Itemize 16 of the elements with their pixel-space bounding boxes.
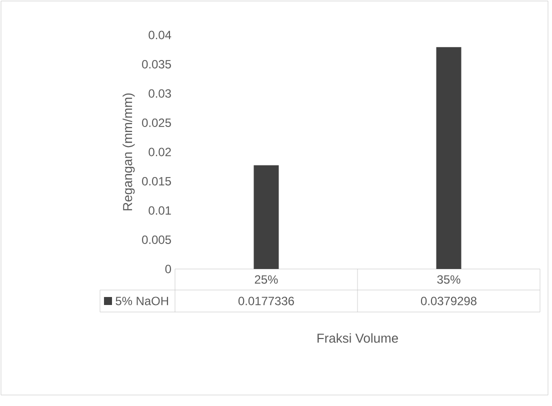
- y-tick-label: 0: [165, 264, 172, 274]
- y-tick-label: 0.04: [148, 30, 172, 40]
- legend-label: 5% NaOH: [116, 296, 168, 306]
- y-tick-label: 0.02: [148, 148, 171, 156]
- y-tick-label: 0.03: [148, 89, 171, 98]
- data-label: 0.0177336: [238, 296, 294, 306]
- x-axis-title: Fraksi Volume: [318, 333, 398, 343]
- y-tick-label: 0.025: [142, 118, 171, 127]
- y-tick-label: 0.005: [142, 236, 171, 244]
- x-tick-label: 25%: [254, 275, 278, 284]
- y-axis-title: Regangan (mm/mm): [122, 93, 135, 210]
- y-tick-label: 0.015: [142, 177, 171, 186]
- data-label: 0.0379298: [420, 296, 476, 306]
- y-tick-label: 0.01: [148, 206, 171, 215]
- y-tick-label: 0.035: [142, 60, 171, 68]
- x-tick-label: 35%: [437, 275, 460, 284]
